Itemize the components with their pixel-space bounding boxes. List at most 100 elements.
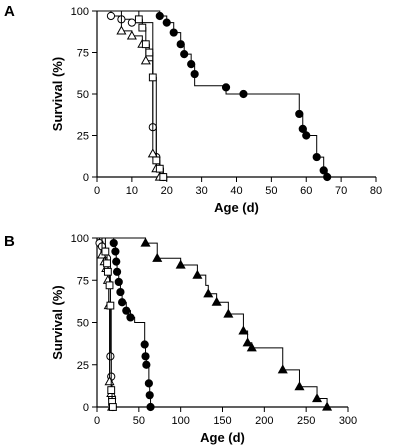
data-point-filled-triangle bbox=[312, 393, 323, 403]
data-point-filled-circle bbox=[146, 402, 155, 412]
data-point-filled-triangle bbox=[211, 296, 222, 306]
data-point-open-square bbox=[152, 156, 161, 165]
series-open-square bbox=[97, 237, 117, 411]
data-point-filled-circle bbox=[111, 247, 120, 256]
y-tick-label: 0 bbox=[83, 402, 89, 414]
x-tick-label: 50 bbox=[265, 185, 277, 197]
data-point-open-square bbox=[107, 386, 116, 395]
data-point-open-square bbox=[138, 23, 147, 32]
y-tick-label: 25 bbox=[77, 131, 89, 143]
data-point-filled-circle bbox=[302, 131, 311, 140]
y-tick-label: 50 bbox=[77, 89, 89, 101]
data-point-filled-triangle bbox=[277, 364, 288, 374]
x-tick-label: 60 bbox=[300, 185, 312, 197]
x-tick-label: 70 bbox=[335, 185, 347, 197]
data-point-filled-circle bbox=[142, 360, 151, 369]
data-point-filled-circle bbox=[239, 89, 248, 99]
data-point-open-triangle bbox=[140, 55, 151, 65]
data-point-filled-circle bbox=[180, 50, 189, 59]
data-point-filled-triangle bbox=[242, 337, 253, 347]
data-point-filled-circle bbox=[298, 124, 307, 133]
data-point-filled-circle bbox=[312, 152, 321, 162]
y-tick-label: 0 bbox=[83, 172, 89, 184]
x-tick-label: 30 bbox=[196, 185, 208, 197]
series-filled-triangle bbox=[97, 237, 333, 411]
x-tick-label: 0 bbox=[94, 415, 100, 427]
data-point-filled-circle bbox=[295, 109, 304, 119]
panel-letter: A bbox=[4, 3, 15, 20]
x-tick-label: 0 bbox=[94, 185, 100, 197]
data-point-open-circle bbox=[106, 11, 116, 21]
x-tick-label: 50 bbox=[133, 415, 145, 427]
data-point-open-square bbox=[103, 259, 111, 268]
data-point-filled-triangle bbox=[238, 325, 249, 335]
data-point-filled-circle bbox=[176, 40, 185, 49]
data-point-filled-circle bbox=[323, 172, 332, 182]
data-point-open-square bbox=[105, 281, 114, 290]
panel-a: A 0 10 20 30 40 50 60 70 80 0 25 50 75 100 Age (d) Survi… bbox=[4, 3, 382, 215]
data-point-filled-triangle bbox=[152, 252, 163, 262]
data-point-filled-circle bbox=[155, 11, 164, 21]
data-point-filled-triangle bbox=[175, 259, 186, 269]
data-point-filled-triangle bbox=[294, 381, 305, 391]
data-point-filled-circle bbox=[221, 83, 231, 92]
data-point-open-square bbox=[134, 15, 143, 24]
data-point-filled-triangle bbox=[322, 401, 333, 411]
data-point-filled-circle bbox=[126, 313, 135, 322]
data-point-open-circle bbox=[106, 352, 115, 361]
series-open-triangle bbox=[97, 10, 165, 181]
data-point-open-triangle bbox=[116, 25, 127, 35]
x-tick-label: 200 bbox=[255, 415, 273, 427]
data-point-filled-triangle bbox=[223, 308, 234, 318]
data-point-filled-triangle bbox=[246, 342, 257, 352]
x-tick-label: 80 bbox=[370, 185, 382, 197]
data-point-filled-circle bbox=[141, 352, 150, 361]
data-point-filled-circle bbox=[112, 267, 122, 276]
data-point-filled-circle bbox=[319, 166, 328, 175]
panel-letter: B bbox=[4, 233, 15, 250]
y-axis-title: Survival (%) bbox=[50, 285, 65, 359]
data-point-filled-circle bbox=[116, 287, 125, 297]
panel-b: B 0 50 100 150 200 250 300 0 25 50 75 100 Age (d) Surv… bbox=[4, 233, 357, 445]
data-point-open-square bbox=[159, 173, 168, 181]
data-point-open-square bbox=[155, 164, 164, 173]
y-axis-title: Survival (%) bbox=[50, 57, 65, 131]
survival-step-line bbox=[97, 10, 161, 177]
data-point-open-square bbox=[148, 73, 157, 82]
data-point-filled-triangle bbox=[140, 237, 151, 247]
data-point-filled-triangle bbox=[203, 288, 214, 298]
data-point-filled-circle bbox=[145, 391, 154, 400]
x-tick-label: 150 bbox=[213, 415, 231, 427]
data-point-open-square bbox=[103, 267, 112, 276]
y-tick-label: 75 bbox=[77, 275, 89, 287]
data-point-filled-circle bbox=[112, 257, 121, 266]
x-axis-title: Age (d) bbox=[214, 200, 259, 215]
x-tick-label: 10 bbox=[126, 185, 138, 197]
data-point-open-square bbox=[108, 403, 117, 411]
data-point-filled-circle bbox=[114, 277, 123, 287]
data-point-open-triangle bbox=[126, 30, 137, 40]
data-point-filled-circle bbox=[109, 238, 118, 248]
x-tick-label: 300 bbox=[339, 415, 357, 427]
data-point-open-square bbox=[141, 40, 150, 49]
data-point-filled-circle bbox=[162, 18, 171, 27]
data-point-filled-circle bbox=[122, 306, 131, 315]
data-point-filled-circle bbox=[187, 60, 196, 69]
x-tick-label: 100 bbox=[171, 415, 189, 427]
data-point-open-square bbox=[145, 48, 154, 57]
survival-step-line bbox=[97, 10, 328, 177]
y-tick-label: 75 bbox=[77, 48, 89, 60]
series-open-square bbox=[97, 10, 168, 181]
data-point-filled-circle bbox=[118, 298, 127, 307]
y-tick-label: 25 bbox=[77, 360, 89, 372]
series-filled-circle bbox=[97, 237, 155, 412]
x-tick-label: 40 bbox=[230, 185, 242, 197]
y-tick-label: 100 bbox=[71, 6, 89, 18]
data-point-open-square bbox=[101, 247, 110, 256]
series-filled-circle bbox=[97, 10, 332, 182]
data-point-open-square bbox=[106, 301, 115, 310]
x-axis-title: Age (d) bbox=[200, 430, 245, 445]
data-point-filled-circle bbox=[144, 379, 153, 388]
data-point-filled-circle bbox=[140, 340, 149, 349]
